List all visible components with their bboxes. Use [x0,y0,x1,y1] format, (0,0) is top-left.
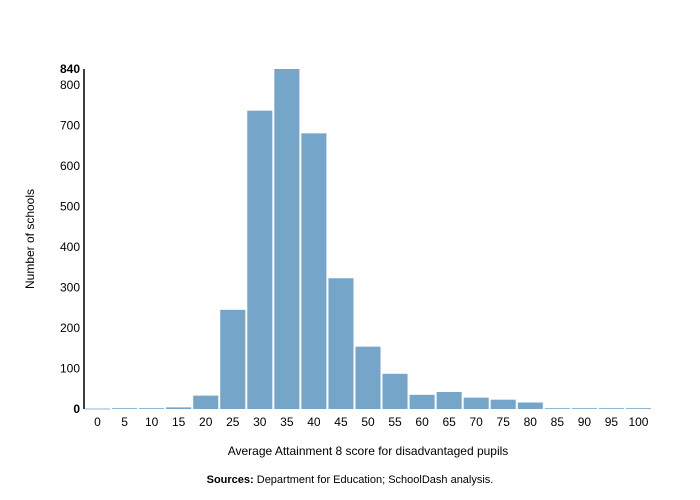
bar-20 [193,395,219,409]
bar-95 [598,408,624,409]
x-tick-label: 80 [524,415,538,429]
x-tick-label: 95 [605,415,619,429]
x-axis-title: Average Attainment 8 score for disadvant… [228,444,509,458]
x-tick-label: 15 [172,415,186,429]
x-tick-label: 40 [307,415,321,429]
bars-group [85,69,651,410]
bar-80 [517,402,543,409]
x-tick-label: 70 [470,415,484,429]
x-tick-label: 100 [628,415,648,429]
x-tick-label: 35 [280,415,294,429]
bar-90 [571,408,597,409]
bar-100 [625,408,651,409]
y-axis-title: Number of schools [23,189,37,289]
x-tick-label: 10 [145,415,159,429]
sources-label: Sources: [206,474,254,486]
bar-35 [274,69,300,409]
bar-85 [544,408,570,409]
bar-70 [463,397,489,409]
y-tick-label: 800 [60,78,80,92]
y-tick-label: 840 [60,62,80,76]
sources-text: Department for Education; SchoolDash ana… [253,474,494,486]
sources-note: Sources: Department for Education; Schoo… [0,474,700,486]
y-tick-label: 500 [60,200,80,214]
y-tick-label: 700 [60,119,80,133]
x-tick-label: 90 [578,415,592,429]
y-tick-label: 200 [60,321,80,335]
y-tick-label: 0 [73,402,80,416]
bar-75 [490,399,516,409]
x-tick-label: 45 [334,415,348,429]
bar-65 [436,392,462,409]
y-axis-ticks: 0 100 200 300 400 500 600 700 800 840 [60,62,80,416]
bar-45 [328,278,354,409]
x-tick-label: 20 [199,415,213,429]
bar-40 [301,133,327,410]
x-tick-label: 50 [361,415,375,429]
x-tick-label: 85 [551,415,565,429]
bar-10 [139,408,165,409]
bar-15 [166,407,192,409]
bar-25 [220,309,246,409]
x-axis-ticks: 0 5 10 15 20 25 30 35 40 45 50 55 60 65 70 75 80 85 90 95 10… [94,415,649,429]
x-tick-label: 0 [94,415,101,429]
y-tick-label: 400 [60,240,80,254]
x-tick-label: 25 [226,415,240,429]
x-tick-label: 30 [253,415,267,429]
y-tick-label: 300 [60,281,80,295]
bar-60 [409,394,435,409]
bar-30 [247,110,273,409]
bar-0 [85,408,111,410]
x-tick-label: 75 [497,415,511,429]
x-tick-label: 60 [415,415,429,429]
x-tick-label: 5 [121,415,128,429]
y-tick-label: 100 [60,362,80,376]
y-tick-label: 600 [60,159,80,173]
bar-5 [112,408,138,409]
x-tick-label: 65 [442,415,456,429]
bar-50 [355,346,381,409]
bar-55 [382,373,408,409]
x-tick-label: 55 [388,415,402,429]
